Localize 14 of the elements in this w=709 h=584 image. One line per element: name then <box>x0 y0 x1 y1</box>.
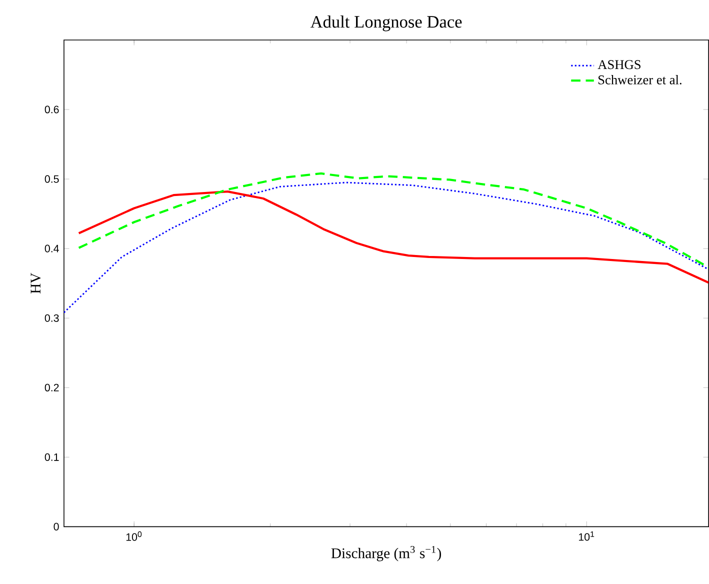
y-tick-label: 0.3 <box>44 314 59 322</box>
y-tick-label: 0.1 <box>44 454 59 462</box>
y-tick-label: 0 <box>54 523 59 531</box>
y-tick-label: 0.2 <box>44 384 59 392</box>
y-tick-label: 0.4 <box>44 244 59 253</box>
legend-label: Schweizer et al. <box>598 75 682 85</box>
x-tick-label: 10$^{0}$ <box>126 532 142 542</box>
y-tick-label: 0.6 <box>44 106 59 114</box>
chart-title: Adult Longnose Dace <box>310 16 462 32</box>
y-tick-label: 0.5 <box>44 175 59 183</box>
x-axis-title: Discharge (m$^{3}$ s$^{−1}$) <box>331 546 442 562</box>
legend-label: ASHGS <box>598 60 640 70</box>
y-axis-title: HV <box>30 273 41 294</box>
x-tick-label: 10$^{1}$ <box>578 532 594 541</box>
